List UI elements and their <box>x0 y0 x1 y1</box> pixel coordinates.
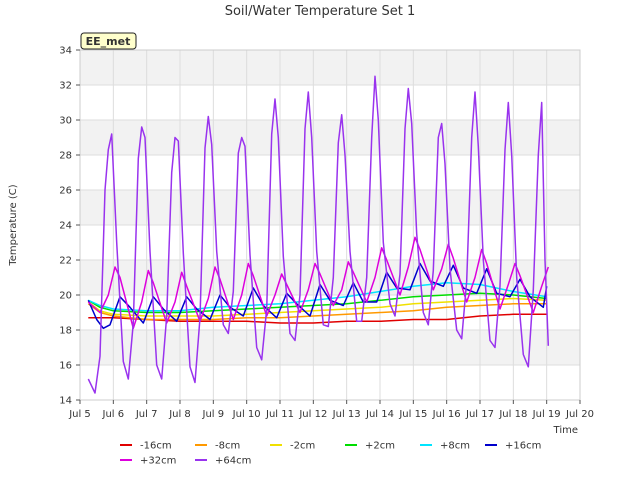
y-tick-label: 16 <box>59 361 72 372</box>
x-tick-label: Jul 10 <box>232 409 261 420</box>
y-axis-ticks: 14 16 18 20 22 24 26 28 30 32 34 <box>59 46 80 407</box>
x-tick-label: Jul 8 <box>168 409 191 420</box>
x-tick-label: Jul 18 <box>498 409 527 420</box>
x-axis-label: Time <box>553 425 578 436</box>
grid-band <box>80 120 580 155</box>
y-tick-label: 34 <box>59 46 72 57</box>
series-line-+64cm <box>87 75 550 394</box>
series-line-+16cm <box>87 262 548 330</box>
x-tick-label: Jul 6 <box>102 409 125 420</box>
y-tick-label: 18 <box>59 326 72 337</box>
y-axis-label: Temperature (C) <box>8 184 19 266</box>
y-tick-label: 22 <box>59 256 72 267</box>
x-tick-label: Jul 17 <box>465 409 494 420</box>
legend-label: +64cm <box>215 456 251 467</box>
station-badge: EE_met <box>80 32 137 50</box>
legend-label: +2cm <box>365 441 395 452</box>
x-tick-label: Jul 14 <box>365 409 394 420</box>
x-tick-label: Jul 13 <box>332 409 361 420</box>
x-tick-label: Jul 15 <box>398 409 427 420</box>
legend-label: +8cm <box>440 441 470 452</box>
station-badge-box <box>80 32 137 50</box>
station-badge-label: EE_met <box>86 35 131 48</box>
chart-title: Soil/Water Temperature Set 1 <box>225 4 416 19</box>
y-tick-label: 14 <box>59 396 72 407</box>
x-tick-label: Jul 9 <box>202 409 225 420</box>
legend-label: +32cm <box>140 456 176 467</box>
y-tick-label: 28 <box>59 151 72 162</box>
y-tick-label: 20 <box>59 291 72 302</box>
x-tick-label: Jul 12 <box>298 409 327 420</box>
series-line-+32cm <box>87 236 550 330</box>
y-tick-label: 24 <box>59 221 72 232</box>
x-tick-label: Jul 19 <box>532 409 561 420</box>
legend: -16cm -8cm -2cm +2cm +8cm +16cm +32cm +64cm <box>120 441 541 467</box>
legend-label: -16cm <box>140 441 172 452</box>
legend-label: -8cm <box>215 441 240 452</box>
grid-band <box>80 50 580 85</box>
series-layer <box>87 75 550 394</box>
legend-label: -2cm <box>290 441 315 452</box>
grid-band <box>80 190 580 225</box>
x-axis-ticks: Jul 5 Jul 6 Jul 7 Jul 8 Jul 9 Jul 10 Jul 11 Jul… <box>68 400 594 420</box>
series-line-+8cm <box>87 282 547 312</box>
legend-label: +16cm <box>505 441 541 452</box>
y-tick-label: 32 <box>59 81 72 92</box>
y-tick-label: 30 <box>59 116 72 127</box>
x-tick-label: Jul 7 <box>135 409 158 420</box>
x-tick-label: Jul 20 <box>565 409 594 420</box>
x-tick-label: Jul 16 <box>432 409 461 420</box>
x-tick-label: Jul 5 <box>68 409 91 420</box>
y-tick-label: 26 <box>59 186 72 197</box>
x-tick-label: Jul 11 <box>265 409 294 420</box>
grid-band <box>80 260 580 295</box>
